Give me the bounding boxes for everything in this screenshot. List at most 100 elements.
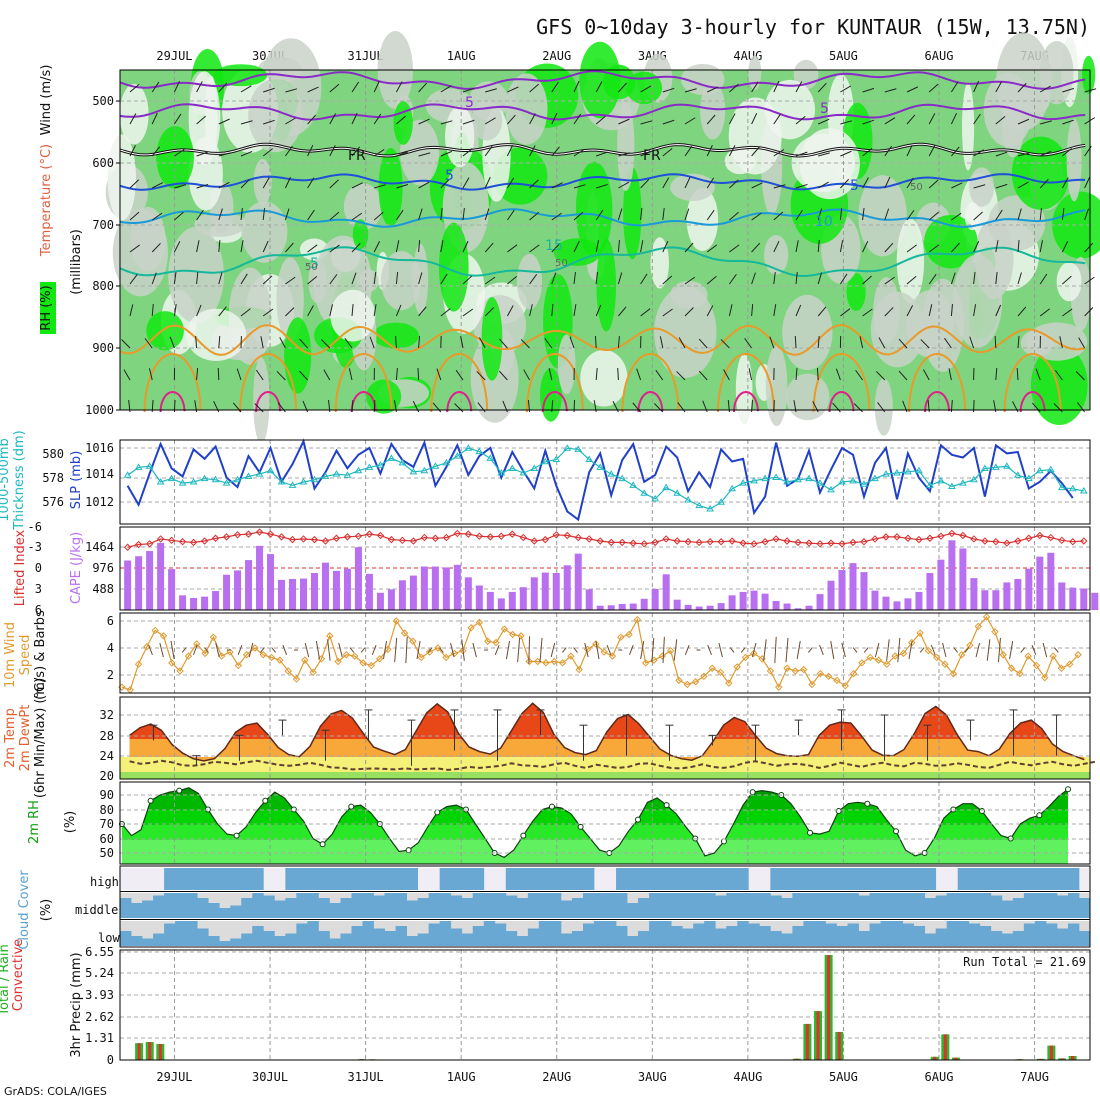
thickness-marker [772,473,780,480]
thickness-marker [585,455,594,462]
date-label-bottom: 6AUG [925,1070,954,1084]
upper-wind-barb [307,209,315,221]
cloud-high-bar [693,868,705,890]
rh-patch [516,253,543,310]
thickness-marker [442,458,451,466]
wind-barb [886,639,890,661]
upper-wind-barb [218,335,221,349]
lifted-index-axis-label: Lifted Index [13,529,28,606]
cloud-low-bar [285,933,297,946]
lifted-index-marker [893,533,901,541]
upper-wind-barb [884,176,891,189]
cape-bar [278,579,286,610]
upper-wind-barb [817,118,830,125]
cloud-middle-bar [307,893,319,918]
precip-convective-bar [137,1043,141,1060]
upper-wind-barb [144,338,153,349]
cloud-high-bar [472,868,485,890]
upper-wind-barb [773,304,777,317]
upper-wind-barb [551,182,563,189]
upper-wind-barb [329,179,339,189]
upper-wind-barb [462,240,469,253]
thickness-marker [288,481,297,488]
wind-speed-marker [442,653,450,662]
rh-patch [969,167,995,207]
cloud-middle-bar [671,893,683,918]
cloud-middle-bar [494,893,507,918]
upper-wind-barb [284,176,291,189]
cloud-high-bar [880,868,892,890]
upper-wind-barb [595,304,602,317]
lifted-index-tick: -6 [28,520,42,534]
upper-wind-barb [148,368,153,381]
cape-bar [1003,582,1011,610]
upper-wind-barb [462,275,473,285]
cape-axis-label-text: CAPE (J/kg) [69,532,84,604]
upper-wind-barb [418,335,421,349]
cloud-middle-bar [1034,893,1047,918]
isotherm-label: 15 [545,238,563,254]
wind-speed-marker [733,663,741,671]
upper-wind-barb [507,275,517,285]
upper-wind-barb [862,240,869,253]
upper-wind-barb [839,273,848,285]
wind-speed-marker [484,637,492,645]
cloud-high-bar [869,868,881,890]
thickness-marker [134,463,143,470]
wind-barb [986,639,991,661]
upper-wind-barb [684,117,696,125]
cape-bar [794,608,802,610]
cloud-low-bar [935,928,948,946]
upper-wind-barb [196,272,199,285]
upper-wind-barb [1039,208,1042,221]
upper-wind-barb [395,240,400,253]
cape-bar [168,569,176,610]
date-label-top: 31JUL [348,49,384,63]
cloud-middle-bar [186,893,198,918]
upper-wind-barb [1039,240,1043,253]
cloud-low-bar [704,921,716,946]
cloud-middle-bar [737,893,749,918]
lifted-index-marker [904,534,912,542]
cloud-low-bar [483,921,496,946]
rh-legend-swatch [40,282,56,334]
upper-wind-barb [839,240,844,253]
thickness-marker [607,470,616,477]
wind-barb [897,637,901,663]
isotherm-25 [812,352,871,413]
upper-wind-barb [196,115,206,125]
wind-speed-marker [134,660,143,668]
rh-patch [858,175,907,257]
upper-wind-barb [973,240,980,253]
upper-wind-barb [520,339,530,349]
upper-wind-barb [751,81,759,93]
cape-bar [212,591,220,610]
upper-wind-barb [440,208,443,221]
wind-speed-marker [176,667,184,675]
wind-tick: 2 [107,668,114,682]
lifted-index-marker [398,536,407,545]
lifted-index-marker [882,533,890,541]
cloud-row-bg [120,868,1090,890]
upper-wind-barb [595,240,600,253]
thickness-marker [365,463,374,470]
cape-bar [695,606,703,610]
wind-barb [1053,647,1059,653]
cape-bar [893,601,901,610]
wind-barb [371,645,377,655]
thickness-marker [420,466,429,474]
precip-tick: 3.93 [85,988,114,1002]
cape-bar [332,570,340,610]
upper-wind-barb [329,211,340,221]
thickness-marker [816,479,824,486]
upper-wind-barb [218,118,230,125]
upper-wind-barb [1084,176,1091,189]
upper-wind-barb [418,181,430,189]
upper-wind-barb [1084,307,1094,317]
upper-wind-barb [840,120,853,125]
wind-speed-marker [159,632,168,640]
rh-patch [580,349,628,407]
cloud-high-bar [461,868,474,890]
wind-barb [1031,645,1037,655]
upper-wind-barb [884,307,894,317]
